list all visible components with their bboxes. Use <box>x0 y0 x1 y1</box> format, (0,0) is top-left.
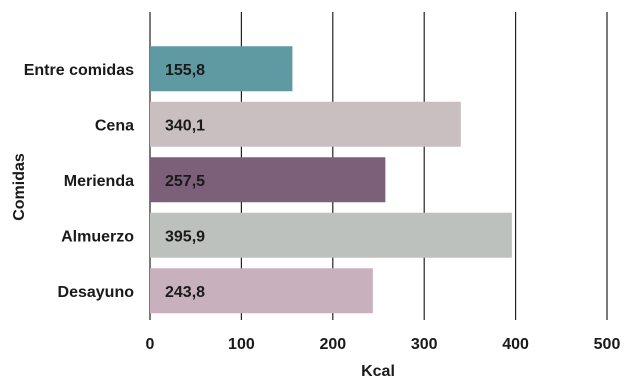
value-label-0: 155,8 <box>165 62 205 79</box>
value-label-2: 257,5 <box>165 173 205 190</box>
x-tick-label-4: 400 <box>502 336 529 353</box>
x-tick-label-3: 300 <box>411 336 438 353</box>
x-tick-label-2: 200 <box>319 336 346 353</box>
value-label-4: 243,8 <box>165 284 205 301</box>
category-labels: Entre comidas Cena Merienda Almuerzo Desayun… <box>24 62 134 301</box>
bar-4 <box>150 268 373 314</box>
x-tick-labels: 0 100 200 300 400 500 <box>146 336 621 353</box>
y-axis-title: Comidas <box>11 153 28 221</box>
x-axis-title: Kcal <box>361 363 395 377</box>
category-label-3: Almuerzo <box>61 228 134 245</box>
bar-2 <box>150 157 386 203</box>
bar-3 <box>150 212 512 258</box>
bar-1 <box>150 101 461 147</box>
bar-0 <box>150 46 293 92</box>
value-label-1: 340,1 <box>165 117 205 134</box>
value-labels: 155,8 340,1 257,5 395,9 243,8 <box>165 62 205 301</box>
category-label-2: Merienda <box>64 173 134 190</box>
category-label-4: Desayuno <box>58 284 135 301</box>
x-tick-label-1: 100 <box>228 336 255 353</box>
bars <box>150 46 512 314</box>
value-label-3: 395,9 <box>165 228 205 245</box>
category-label-0: Entre comidas <box>24 62 134 79</box>
x-tick-label-0: 0 <box>146 336 155 353</box>
x-tick-label-5: 500 <box>594 336 621 353</box>
category-label-1: Cena <box>95 117 134 134</box>
